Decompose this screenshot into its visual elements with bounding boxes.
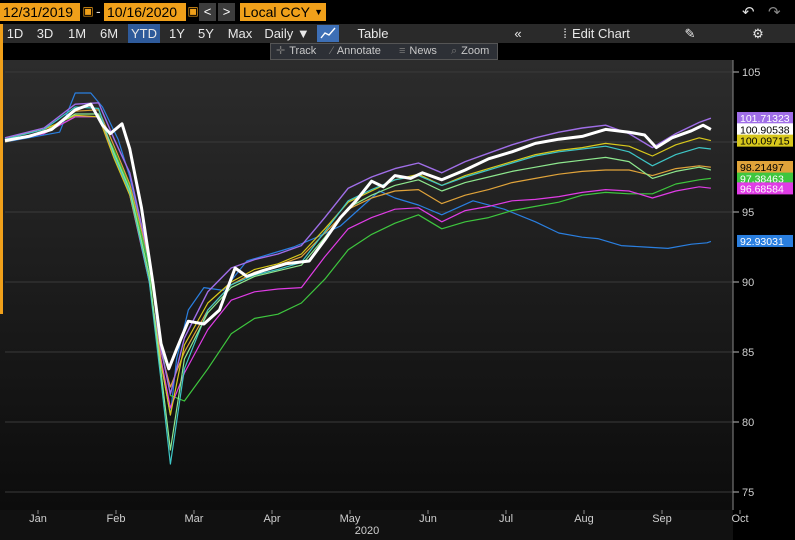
next-period-button[interactable]: > [218,3,235,21]
x-tick-label: Oct [731,513,748,525]
end-date-field[interactable]: 10/16/2020 [104,3,186,21]
series-line-white[interactable] [4,102,712,371]
frequency-dropdown[interactable]: Daily ▼ [264,26,310,41]
period-1m-button[interactable]: 1M [67,26,87,41]
track-tool[interactable]: ✛ Track [276,44,316,59]
prev-period-button[interactable]: < [199,3,216,21]
news-icon: ≡ [399,45,406,57]
y-tick-label: 75 [742,487,754,499]
left-edge-marker [0,24,3,314]
x-tick-label: Apr [263,513,280,525]
series-line-green[interactable] [4,116,711,402]
currency-dropdown[interactable]: Local CCY ▼ [240,3,326,21]
calendar-icon[interactable]: ▣ [187,4,199,18]
x-tick-label: Jun [419,513,437,525]
end-label-yellow: 100.09715 [740,136,790,148]
table-button[interactable]: Table [357,26,389,41]
x-tick-label: Jul [499,513,513,525]
end-label-bg-green [737,172,793,185]
period-ytd-button[interactable]: YTD [128,24,160,43]
redo-icon[interactable]: ↷ [768,4,781,21]
end-label-purple: 101.71323 [740,113,790,125]
x-axis-band [0,510,733,540]
line-chart-icon[interactable] [317,25,339,42]
date-dash: - [96,3,101,19]
chart-background [0,60,733,510]
x-tick-label: Feb [107,513,126,525]
track-label: Track [289,45,317,57]
series-line-cyan[interactable] [4,106,711,465]
annotate-label: Annotate [336,45,381,57]
end-label-magenta: 96.68584 [740,183,784,195]
end-label-orange: 98.21497 [740,162,784,174]
period-1d-button[interactable]: 1D [6,26,24,41]
y-tick-label: 85 [742,347,754,359]
y-tick-label: 90 [742,277,754,289]
series-line-magenta[interactable] [4,116,711,409]
end-label-bg-white [737,123,793,136]
y-tick-label: 95 [742,207,754,219]
chart-tools: ✛ Track ∕ Annotate ≡ News ⌕ Zoom [270,43,498,60]
end-label-bg-purple [737,112,793,125]
series-line-blue[interactable] [4,92,712,416]
chevron-down-icon: ▼ [314,7,323,17]
period-max-button[interactable]: Max [227,26,253,41]
period-5y-button[interactable]: 5Y [198,26,214,41]
period-6m-button[interactable]: 6M [99,26,119,41]
start-date-field[interactable]: 12/31/2019 [0,3,80,21]
end-label-blue: 92.93031 [740,236,784,248]
collapse-icon[interactable]: « [514,26,522,41]
period-toolbar: 1D 3D 1M 6M YTD 1Y 5Y Max Daily ▼ Table … [0,24,795,43]
end-label-bg-magenta [737,182,793,195]
end-label-white: 100.90538 [740,124,790,136]
pencil-icon[interactable]: ✎ [684,26,696,41]
undo-icon[interactable]: ↶ [742,4,755,21]
edit-chart-button[interactable]: Edit Chart [572,26,630,41]
period-1y-button[interactable]: 1Y [169,26,185,41]
y-tick-label: 105 [742,67,760,79]
end-label-bg-orange [737,160,793,173]
pen-icon: ∕ [331,45,333,57]
series-line-yellow[interactable] [4,114,712,416]
x-tick-label: Mar [185,513,204,525]
date-toolbar: 12/31/2019 ▣ - 10/16/2020 ▣ < > Local CC… [0,0,795,24]
magnifier-icon: ⌕ [451,45,458,57]
currency-label: Local CCY [243,4,310,20]
calendar-icon[interactable]: ▣ [82,4,94,18]
annotate-tool[interactable]: ∕ Annotate [331,44,381,59]
x-tick-label: Sep [652,513,672,525]
news-label: News [409,45,437,57]
zoom-label: Zoom [461,45,490,57]
news-tool[interactable]: ≡ News [399,44,437,59]
end-label-bg-blue [737,234,793,247]
x-tick-label: Jan [29,513,47,525]
x-axis-label: 2020 [355,525,379,537]
crosshair-icon: ✛ [276,45,286,57]
gear-icon[interactable]: ⚙ [752,26,764,41]
x-tick-label: Aug [574,513,594,525]
zoom-tool[interactable]: ⌕ Zoom [451,44,489,59]
end-label-bg-yellow [737,134,793,147]
edit-chart-icon[interactable]: ⁞ [563,26,567,41]
y-tick-label: 80 [742,417,754,429]
x-tick-label: May [340,513,361,525]
period-3d-button[interactable]: 3D [36,26,54,41]
series-line-purple[interactable] [4,102,712,395]
